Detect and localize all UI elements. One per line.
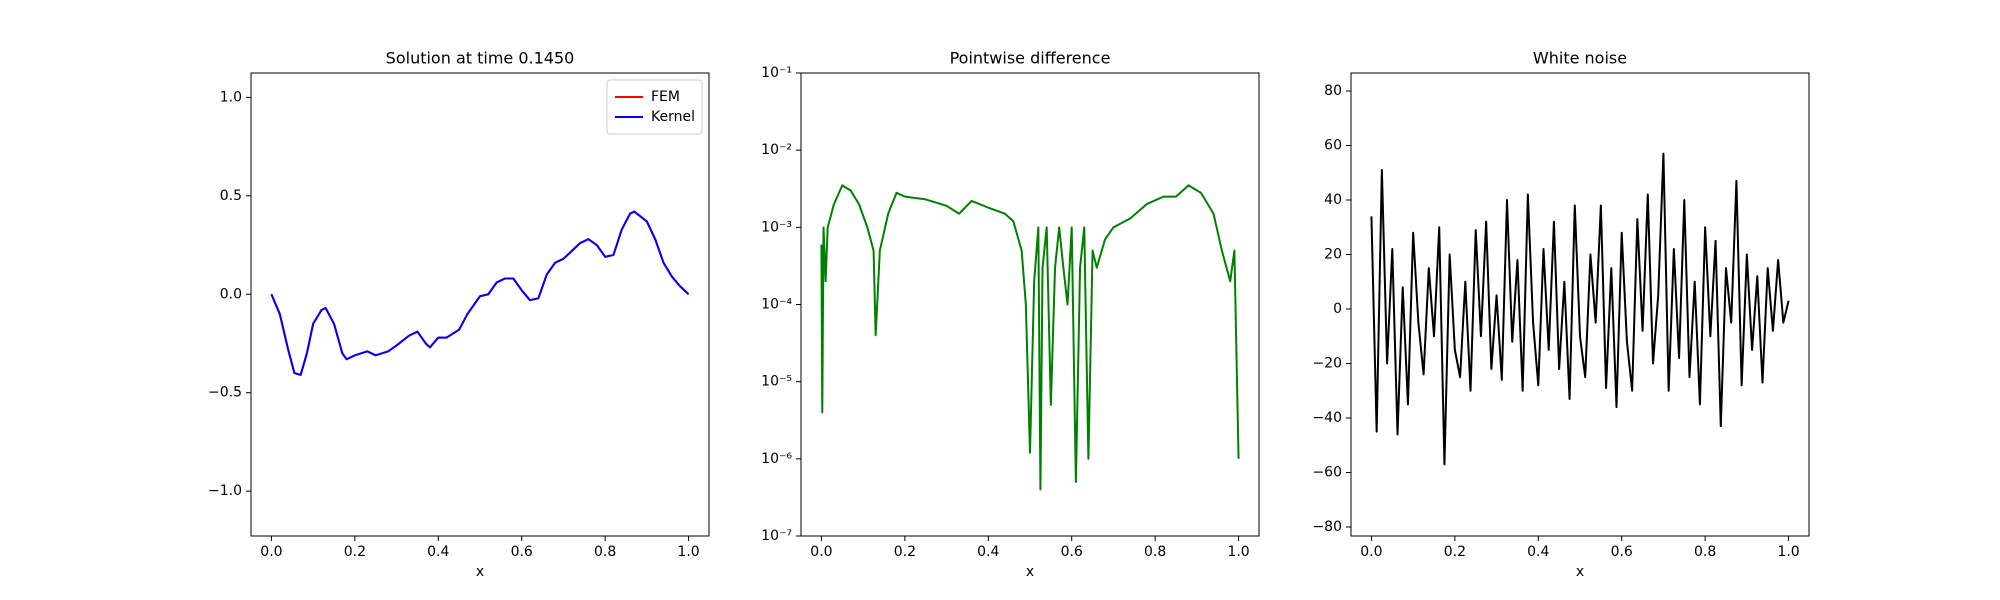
x-tick-label: 0.4	[977, 544, 999, 560]
x-axis-label: x	[476, 564, 484, 580]
x-tick-label: 1.0	[1777, 544, 1799, 560]
y-tick-label: 10⁻³	[761, 219, 792, 235]
y-tick-label: −40	[1312, 410, 1342, 426]
x-tick-label: 0.8	[594, 544, 616, 560]
y-tick-label: 20	[1324, 246, 1342, 262]
x-axis-label: x	[1576, 564, 1584, 580]
x-tick-label: 0.2	[344, 544, 366, 560]
chart-title: White noise	[1533, 49, 1627, 68]
x-tick-label: 0.6	[1061, 544, 1083, 560]
legend-label: Kernel	[651, 109, 695, 125]
x-tick-label: 0.6	[1611, 544, 1633, 560]
y-tick-label: 40	[1324, 192, 1342, 208]
x-tick-label: 0.2	[1444, 544, 1466, 560]
series-line	[820, 184, 1240, 491]
x-axis-label: x	[1026, 564, 1034, 580]
axes-frame	[1350, 72, 1810, 537]
axes-frame	[250, 72, 710, 537]
y-tick-label: 0	[1333, 301, 1342, 317]
y-tick-label: 1.0	[220, 89, 242, 105]
x-tick-label: 1.0	[1227, 544, 1249, 560]
y-tick-label: 10⁻⁴	[761, 297, 792, 313]
y-tick-label: 10⁻¹	[761, 65, 792, 81]
y-tick-label: 0.0	[220, 286, 242, 302]
plot-area	[270, 210, 690, 376]
y-tick-label: 60	[1324, 137, 1342, 153]
y-tick-label: 10⁻⁷	[761, 528, 792, 544]
y-tick-label: −80	[1312, 519, 1342, 535]
series-line	[1370, 152, 1790, 466]
x-tick-label: 0.0	[1360, 544, 1382, 560]
legend-label: FEM	[651, 89, 680, 105]
plot-area	[820, 184, 1240, 491]
y-tick-label: −20	[1312, 355, 1342, 371]
x-tick-label: 0.8	[1694, 544, 1716, 560]
y-tick-label: 0.5	[220, 188, 242, 204]
y-tick-label: −0.5	[208, 385, 242, 401]
x-tick-label: 0.8	[1144, 544, 1166, 560]
x-tick-label: 0.6	[511, 544, 533, 560]
chart-title: Pointwise difference	[950, 49, 1111, 68]
x-tick-label: 1.0	[677, 544, 699, 560]
y-tick-label: 10⁻⁵	[761, 374, 792, 390]
axes-frame	[800, 72, 1260, 537]
x-tick-label: 0.0	[810, 544, 832, 560]
x-tick-label: 0.0	[260, 544, 282, 560]
y-tick-label: 10⁻⁶	[761, 451, 792, 467]
y-tick-label: −60	[1312, 465, 1342, 481]
series-line	[270, 210, 690, 376]
y-tick-label: 10⁻²	[761, 142, 792, 158]
y-tick-label: −1.0	[208, 483, 242, 499]
series-line	[270, 210, 690, 376]
plot-area	[1370, 152, 1790, 466]
legend-box	[606, 79, 703, 135]
x-tick-label: 0.4	[427, 544, 449, 560]
x-tick-label: 0.4	[1527, 544, 1549, 560]
y-tick-label: 80	[1324, 83, 1342, 99]
x-tick-label: 0.2	[894, 544, 916, 560]
chart-title: Solution at time 0.1450	[386, 49, 575, 68]
